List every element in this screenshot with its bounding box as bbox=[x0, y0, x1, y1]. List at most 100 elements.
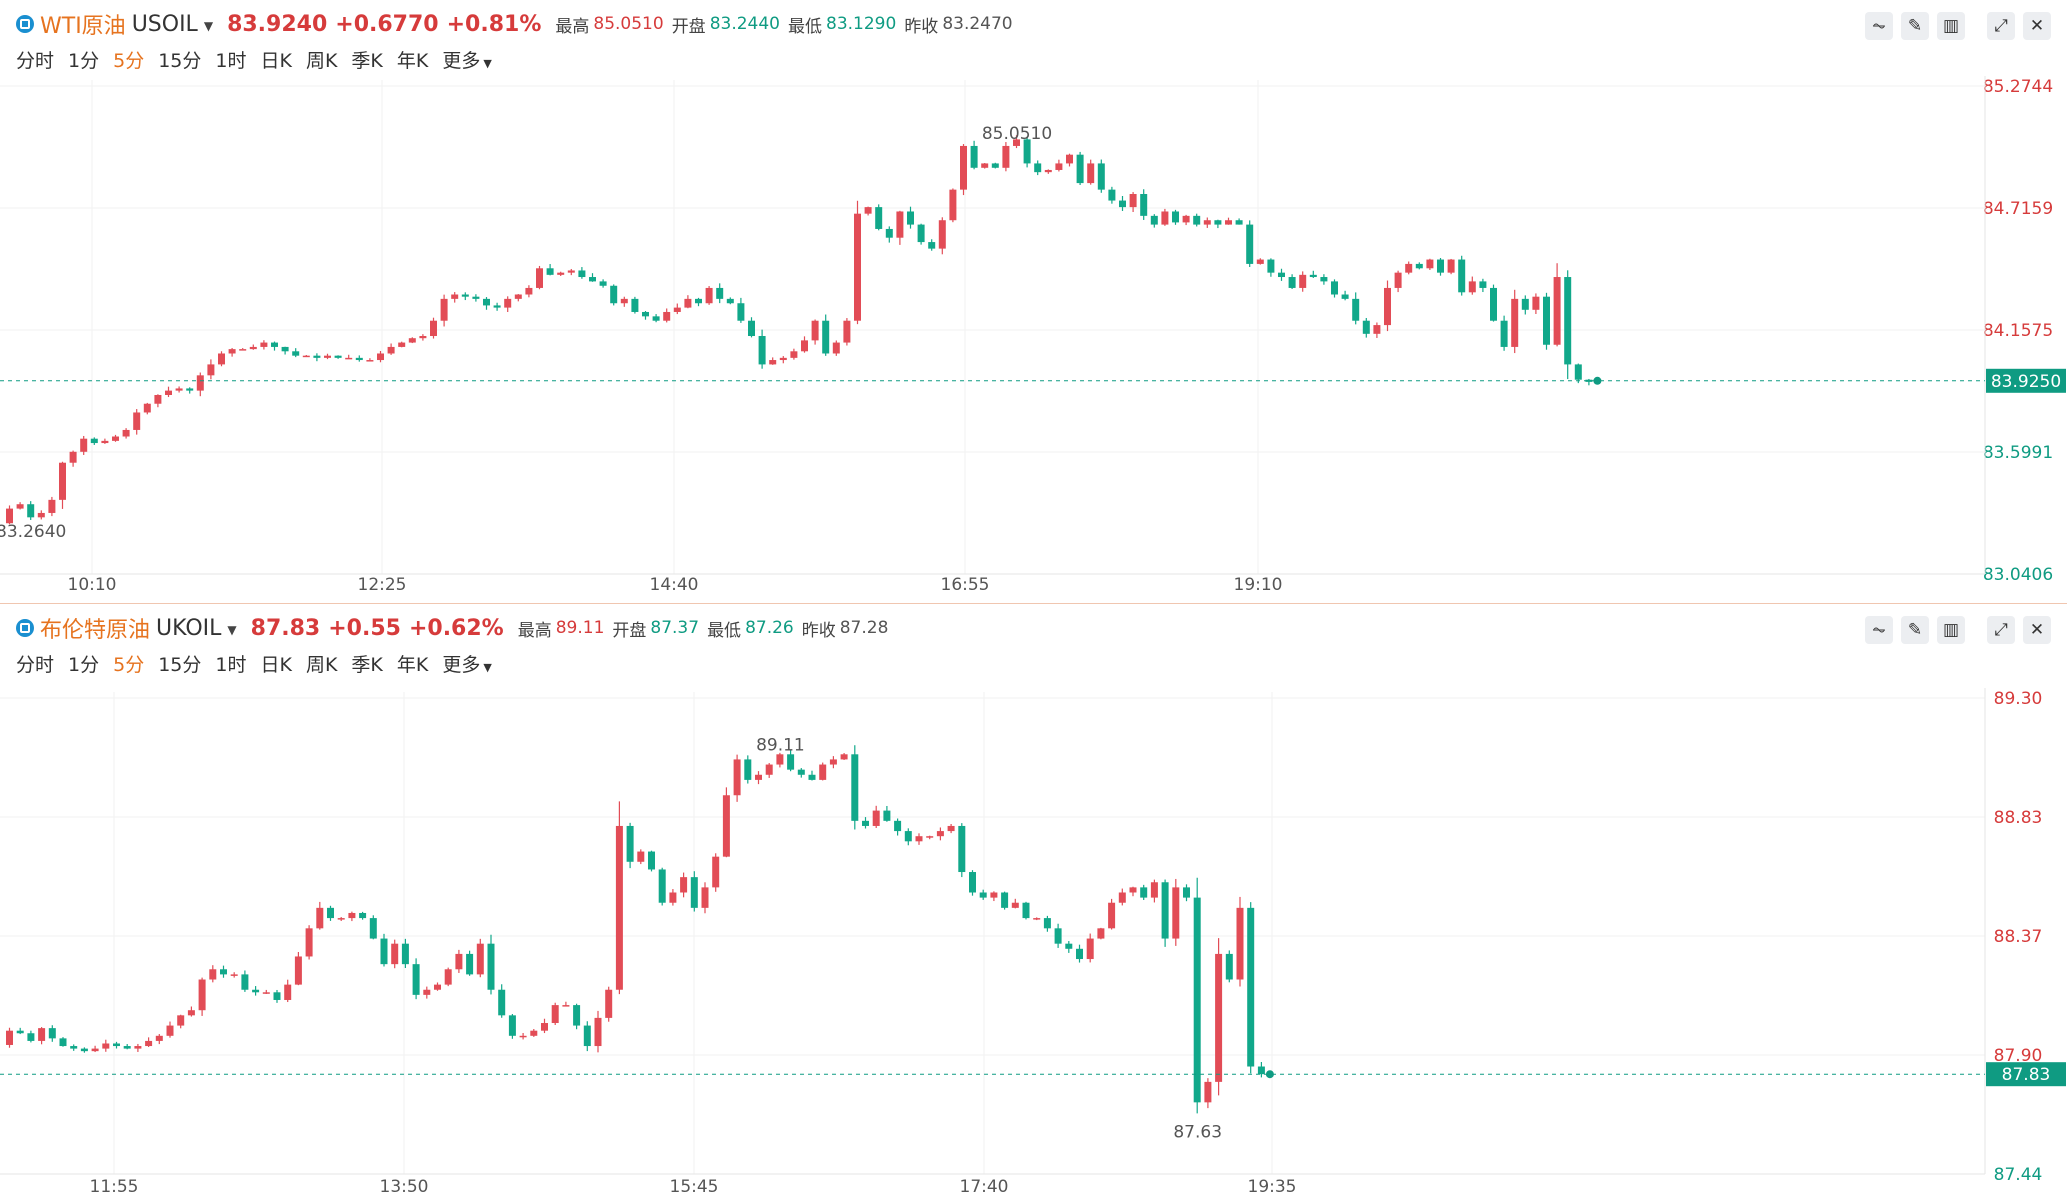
candle[interactable] bbox=[419, 336, 427, 339]
candle[interactable] bbox=[1087, 163, 1095, 184]
candle[interactable] bbox=[249, 346, 257, 350]
candle[interactable] bbox=[578, 270, 586, 278]
candle[interactable] bbox=[1352, 298, 1360, 321]
candle[interactable] bbox=[175, 388, 183, 391]
candle[interactable] bbox=[369, 918, 377, 939]
candle[interactable] bbox=[1437, 259, 1444, 273]
tab-quarter[interactable]: 季K bbox=[351, 50, 383, 72]
candle-type-icon[interactable]: ▥ bbox=[1937, 616, 1965, 644]
candle[interactable] bbox=[1118, 892, 1126, 903]
candle[interactable] bbox=[230, 974, 238, 976]
candle[interactable] bbox=[695, 298, 702, 304]
candle[interactable] bbox=[355, 357, 363, 361]
candle[interactable] bbox=[1426, 259, 1434, 269]
candle[interactable] bbox=[705, 287, 713, 304]
candle[interactable] bbox=[1225, 220, 1232, 225]
candle[interactable] bbox=[832, 342, 840, 354]
candle[interactable] bbox=[444, 969, 452, 985]
close-icon[interactable]: ✕ bbox=[2023, 616, 2051, 644]
candle[interactable] bbox=[1172, 887, 1180, 939]
candle[interactable] bbox=[1214, 220, 1222, 225]
candle[interactable] bbox=[701, 887, 709, 908]
candle[interactable] bbox=[493, 305, 501, 308]
candle[interactable] bbox=[1108, 189, 1116, 201]
candle[interactable] bbox=[969, 872, 976, 893]
candle[interactable] bbox=[1204, 1081, 1212, 1103]
candle[interactable] bbox=[69, 451, 77, 463]
candle[interactable] bbox=[316, 907, 324, 929]
candle[interactable] bbox=[981, 163, 989, 168]
candle[interactable] bbox=[1076, 154, 1084, 184]
candle[interactable] bbox=[113, 1043, 120, 1047]
tab-day[interactable]: 日K bbox=[260, 50, 292, 72]
candle[interactable] bbox=[990, 892, 998, 898]
candle[interactable] bbox=[16, 1030, 24, 1034]
candle[interactable] bbox=[387, 346, 395, 354]
candle[interactable] bbox=[808, 774, 816, 780]
candle[interactable] bbox=[1458, 259, 1466, 293]
candle[interactable] bbox=[1043, 918, 1051, 929]
candle[interactable] bbox=[187, 1010, 195, 1016]
candle[interactable] bbox=[305, 928, 313, 957]
candle[interactable] bbox=[1320, 277, 1328, 282]
candle[interactable] bbox=[1468, 281, 1476, 293]
candle[interactable] bbox=[546, 268, 554, 275]
candle[interactable] bbox=[155, 1035, 163, 1041]
candle[interactable] bbox=[391, 943, 399, 965]
tab-week[interactable]: 周K bbox=[305, 654, 338, 676]
candle[interactable] bbox=[37, 512, 45, 518]
candle[interactable] bbox=[1097, 928, 1105, 939]
candle[interactable] bbox=[1553, 277, 1561, 345]
candle[interactable] bbox=[979, 892, 987, 898]
tab-week[interactable]: 周K bbox=[305, 50, 338, 72]
candle[interactable] bbox=[615, 825, 623, 990]
candle[interactable] bbox=[938, 220, 946, 249]
candle[interactable] bbox=[345, 357, 353, 360]
candle[interactable] bbox=[652, 316, 660, 321]
candle[interactable] bbox=[1193, 897, 1201, 1103]
tab-more[interactable]: 更多 ▼ bbox=[442, 650, 491, 677]
candle[interactable] bbox=[669, 892, 677, 903]
candle[interactable] bbox=[1278, 272, 1285, 278]
tab-15min[interactable]: 15分 bbox=[158, 654, 202, 676]
candle[interactable] bbox=[59, 462, 66, 500]
candle[interactable] bbox=[1129, 887, 1137, 893]
candle[interactable] bbox=[252, 989, 260, 993]
candle[interactable] bbox=[936, 831, 944, 837]
candle[interactable] bbox=[883, 810, 891, 821]
candle[interactable] bbox=[1023, 139, 1031, 164]
candle[interactable] bbox=[631, 298, 639, 312]
tab-year[interactable]: 年K bbox=[396, 50, 429, 72]
candle[interactable] bbox=[271, 342, 278, 347]
candle[interactable] bbox=[412, 964, 420, 995]
candle[interactable] bbox=[207, 364, 215, 376]
chevron-down-icon[interactable]: ▼ bbox=[203, 19, 214, 33]
candle[interactable] bbox=[1193, 215, 1201, 225]
tab-5min[interactable]: 5分 bbox=[113, 50, 145, 72]
candle[interactable] bbox=[776, 754, 784, 765]
candle[interactable] bbox=[970, 145, 978, 168]
candle[interactable] bbox=[605, 989, 613, 1018]
candle[interactable] bbox=[779, 357, 787, 361]
candle[interactable] bbox=[1490, 287, 1497, 321]
candle[interactable] bbox=[186, 388, 194, 391]
candle[interactable] bbox=[461, 294, 469, 297]
candle[interactable] bbox=[854, 213, 861, 321]
candle[interactable] bbox=[1034, 163, 1042, 173]
candle[interactable] bbox=[663, 311, 671, 321]
candle[interactable] bbox=[680, 877, 688, 893]
candle[interactable] bbox=[1257, 1066, 1265, 1075]
candle[interactable] bbox=[1500, 320, 1508, 347]
candle[interactable] bbox=[430, 320, 437, 337]
candle[interactable] bbox=[885, 228, 893, 238]
candle[interactable] bbox=[143, 403, 151, 413]
instrument-name[interactable]: 布伦特原油 bbox=[40, 618, 151, 643]
candle[interactable] bbox=[712, 856, 720, 888]
candle[interactable] bbox=[294, 956, 302, 985]
candle[interactable] bbox=[239, 349, 247, 351]
candle[interactable] bbox=[1066, 154, 1073, 164]
candle[interactable] bbox=[70, 1046, 78, 1049]
candle[interactable] bbox=[797, 769, 805, 775]
candle[interactable] bbox=[337, 918, 345, 920]
candle[interactable] bbox=[451, 294, 459, 299]
